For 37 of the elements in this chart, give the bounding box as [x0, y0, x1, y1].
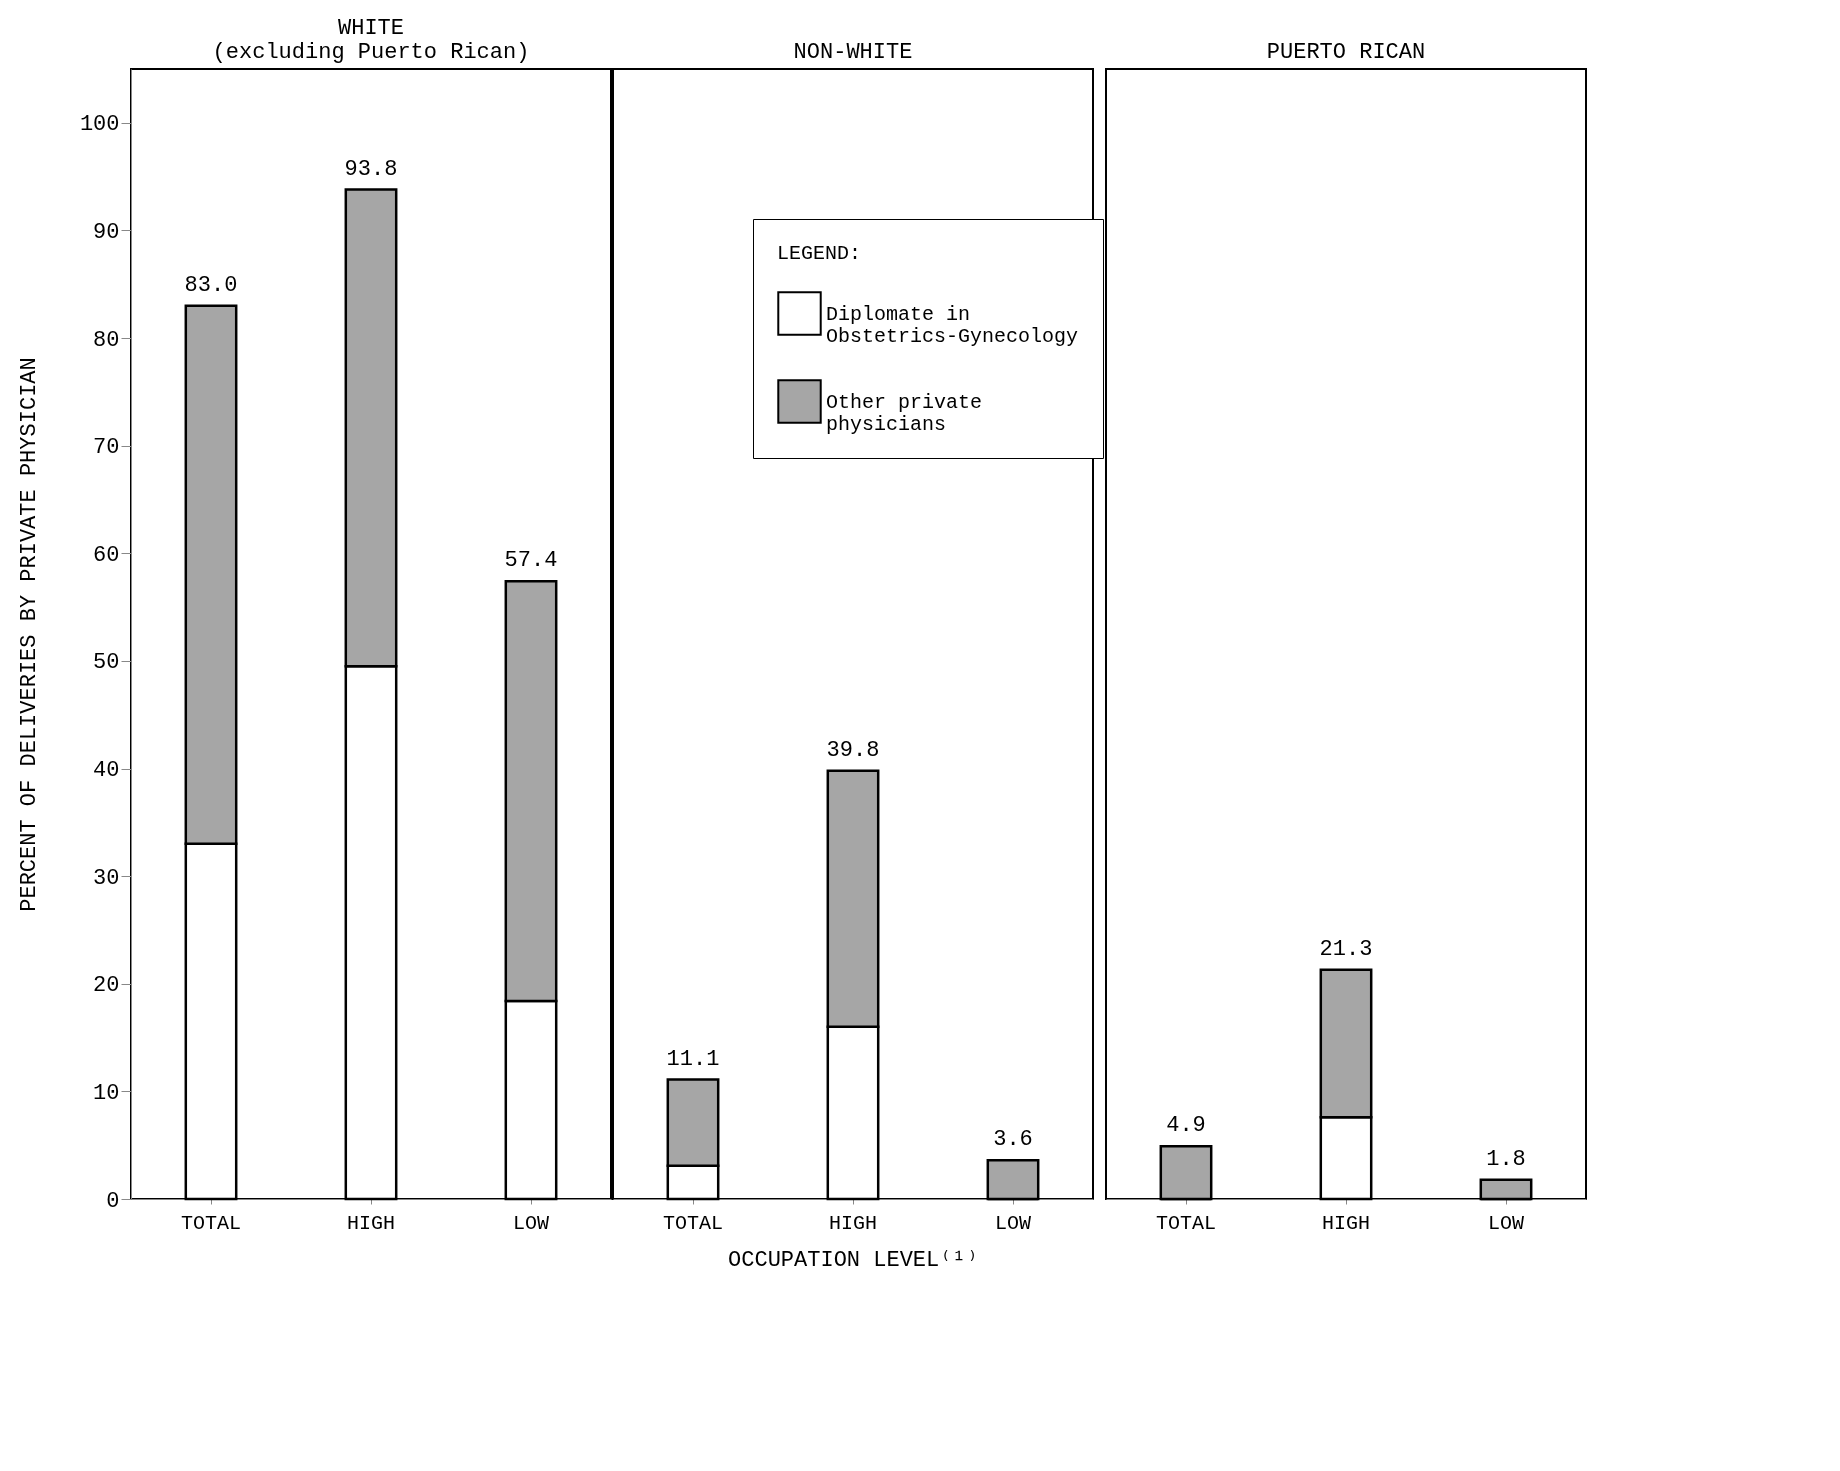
x-tick-label: HIGH: [1321, 1211, 1371, 1235]
y-tick-label: 90: [93, 219, 120, 245]
chart-title: NON-WHITE: [793, 40, 913, 65]
x-tick-label: HIGH: [828, 1211, 878, 1235]
x-tick-label: LOW: [512, 1211, 550, 1235]
y-tick-label: 30: [93, 865, 120, 891]
chart-title: WHITE (excluding Puerto Rican): [212, 16, 530, 65]
legend-title: LEGEND:: [777, 242, 862, 265]
x-tick-label: LOW: [1487, 1211, 1525, 1235]
legend-label: Other private physicians: [826, 390, 983, 436]
x-tick-label: HIGH: [346, 1211, 396, 1235]
total-label: 3.6: [993, 1127, 1033, 1153]
legend-label: Diplomate in Obstetrics-Gynecology: [826, 302, 1079, 348]
x-tick-label: TOTAL: [1155, 1211, 1217, 1235]
y-tick-label: 80: [93, 327, 120, 353]
total-label: 57.4: [504, 548, 558, 574]
y-tick-label: 100: [79, 112, 120, 138]
x-axis-title: OCCUPATION LEVEL⁽¹⁾: [728, 1247, 979, 1273]
total-label: 39.8: [826, 737, 880, 763]
y-axis-title: PERCENT OF DELIVERIES BY PRIVATE PHYSICIAN: [16, 357, 42, 912]
y-tick-label: 50: [93, 650, 120, 676]
total-label: 93.8: [344, 156, 398, 182]
chart-title: PUERTO RICAN: [1266, 40, 1426, 65]
x-tick-label: LOW: [994, 1211, 1032, 1235]
y-tick-label: 20: [93, 973, 120, 999]
y-tick-label: 70: [93, 435, 120, 461]
y-tick-label: 0: [106, 1188, 120, 1214]
total-label: 1.8: [1486, 1146, 1526, 1172]
y-tick-label: 60: [93, 542, 120, 568]
y-tick-label: 40: [93, 758, 120, 784]
total-label: 21.3: [1319, 936, 1373, 962]
y-tick-label: 10: [93, 1080, 120, 1106]
x-tick-label: TOTAL: [662, 1211, 724, 1235]
total-label: 83.0: [184, 272, 238, 298]
total-label: 4.9: [1166, 1113, 1206, 1139]
total-label: 11.1: [666, 1046, 720, 1072]
x-tick-label: TOTAL: [180, 1211, 242, 1235]
